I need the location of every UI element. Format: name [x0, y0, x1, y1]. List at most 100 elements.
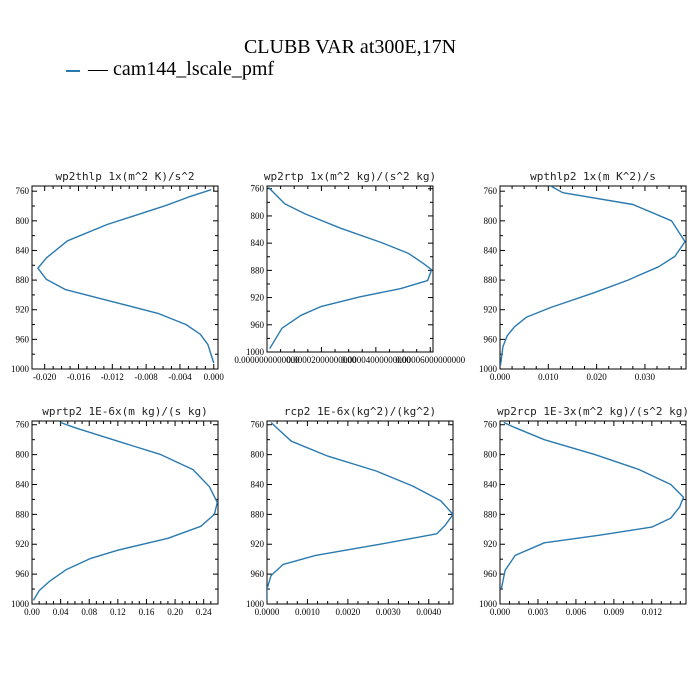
chart-title: CLUBB VAR at300E,17N: [243, 36, 457, 58]
panel-frame: [266, 420, 454, 605]
y-tick-label: 880: [16, 509, 30, 519]
x-tick-label: 0.0030: [376, 607, 401, 617]
y-tick-label: 960: [16, 569, 30, 579]
x-tick-label: 0.006: [566, 607, 587, 617]
y-tick-label: 760: [484, 420, 498, 430]
y-tick-label: 1000: [246, 347, 265, 357]
x-tick-label: 0.00006000000000: [395, 355, 465, 365]
x-tick-label: 0.0040: [416, 607, 441, 617]
legend-swatch: [66, 69, 80, 72]
x-tick-label: 0.0000000000000: [234, 355, 300, 365]
x-tick-label: 0.08: [81, 607, 97, 617]
y-tick-label: 1000: [479, 599, 498, 609]
y-tick-label: 760: [484, 186, 498, 196]
x-tick-label: 0.24: [196, 607, 212, 617]
y-tick-label: 840: [251, 238, 265, 248]
series-line-1: [37, 189, 215, 364]
legend: — cam144_lscale_pmf: [66, 58, 274, 81]
y-tick-label: 840: [484, 479, 498, 489]
panel-frame: [266, 185, 434, 353]
y-tick-label: 960: [16, 334, 30, 344]
y-tick-label: 880: [16, 275, 30, 285]
y-tick-label: 840: [16, 245, 30, 255]
panel-1: wp2thlp 1x(m^2 K)/s^2 760 800 840 880 920 960 1…: [11, 170, 224, 382]
x-tick-label: 0.000: [204, 372, 225, 382]
y-tick-label: 800: [16, 216, 30, 226]
x-tick-label: 0.012: [642, 607, 662, 617]
panel-2: wp2rtp 1x(m^2 kg)/(s^2 kg)760 800 840 880 92…: [234, 170, 465, 365]
x-tick-label: -0.012: [101, 372, 124, 382]
y-tick-label: 800: [16, 450, 30, 460]
y-tick-label: 920: [251, 293, 265, 303]
y-tick-label: 880: [251, 265, 265, 275]
y-tick-label: 880: [484, 509, 498, 519]
x-tick-label: -0.016: [67, 372, 91, 382]
x-tick-label: 0.010: [538, 372, 559, 382]
x-tick-label: 0.04: [53, 607, 69, 617]
series-line-1: [500, 421, 685, 590]
y-tick-label: 800: [484, 450, 498, 460]
y-tick-label: 880: [484, 275, 498, 285]
y-tick-label: 800: [251, 211, 265, 221]
y-tick-label: 760: [251, 420, 265, 430]
y-tick-label: 960: [484, 569, 498, 579]
y-tick-label: 760: [251, 184, 265, 194]
x-tick-label: 0.20: [167, 607, 183, 617]
y-tick-label: 880: [251, 509, 265, 519]
y-tick-label: 920: [484, 305, 498, 315]
panel-frame: [499, 185, 687, 370]
series-line-1: [267, 186, 433, 349]
y-tick-label: 760: [16, 186, 30, 196]
y-tick-label: 920: [484, 539, 498, 549]
panel-6: wp2rcp 1E-3x(m^2 kg)/(s^2 kg) 760 800 840 88…: [479, 405, 689, 617]
y-tick-label: 1000: [11, 364, 30, 374]
panel-title: wprtp2 1E-6x(m kg)/(s kg): [42, 405, 208, 418]
x-tick-label: 0.003: [528, 607, 549, 617]
x-tick-label: 0.030: [635, 372, 656, 382]
panel-frame: [31, 185, 219, 370]
panel-title: wpthlp2 1x(m K^2)/s: [530, 170, 656, 183]
panel-frame: [31, 420, 219, 605]
y-tick-label: 920: [16, 539, 30, 549]
x-tick-label: 0.0000: [255, 607, 280, 617]
x-tick-label: 0.00004000000000: [341, 355, 411, 365]
y-tick-label: 960: [251, 569, 265, 579]
series-line-1: [32, 421, 218, 601]
x-tick-label: 0.00002000000000: [287, 355, 357, 365]
panel-title: wp2rtp 1x(m^2 kg)/(s^2 kg): [264, 170, 436, 183]
panel-title: wp2rcp 1E-3x(m^2 kg)/(s^2 kg): [497, 405, 689, 418]
x-tick-label: 0.00: [24, 607, 40, 617]
panel-title: rcp2 1E-6x(kg^2)/(kg^2): [284, 405, 436, 418]
x-tick-label: -0.008: [135, 372, 159, 382]
y-tick-label: 1000: [246, 599, 265, 609]
y-tick-label: 1000: [479, 364, 498, 374]
y-tick-label: 800: [251, 450, 265, 460]
x-tick-label: 0.000: [490, 607, 511, 617]
y-tick-label: 1000: [11, 599, 30, 609]
x-tick-label: 0.020: [586, 372, 607, 382]
y-tick-label: 920: [251, 539, 265, 549]
x-tick-label: -0.004: [168, 372, 192, 382]
y-tick-label: 760: [16, 420, 30, 430]
x-tick-label: 0.12: [110, 607, 126, 617]
y-tick-label: 840: [484, 245, 498, 255]
series-line-1: [267, 421, 453, 601]
y-tick-label: 960: [484, 334, 498, 344]
panel-5: rcp2 1E-6x(kg^2)/(kg^2) 760 800 840 880 920 96…: [246, 405, 454, 617]
x-tick-label: 0.000: [490, 372, 511, 382]
legend-label: — cam144_lscale_pmf: [88, 58, 275, 80]
x-tick-label: 0.009: [604, 607, 625, 617]
y-tick-label: 800: [484, 216, 498, 226]
y-tick-label: 840: [251, 479, 265, 489]
panel-3: wpthlp2 1x(m K^2)/s 760 800 840 880 920 960 100…: [479, 170, 687, 382]
y-tick-label: 920: [16, 305, 30, 315]
panel-4: wprtp2 1E-6x(m kg)/(s kg) 760 800 840 880 920…: [11, 405, 219, 617]
panel-title: wp2thlp 1x(m^2 K)/s^2: [55, 170, 194, 183]
panel-frame: [499, 420, 687, 605]
y-tick-label: 840: [16, 479, 30, 489]
x-tick-label: 0.0020: [335, 607, 360, 617]
x-tick-label: 0.16: [139, 607, 155, 617]
y-tick-label: 960: [251, 320, 265, 330]
x-tick-label: -0.020: [33, 372, 57, 382]
